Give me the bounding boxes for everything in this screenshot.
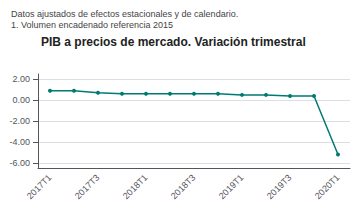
- svg-text:2018T3: 2018T3: [169, 172, 198, 201]
- svg-text:-2.00: -2.00: [9, 116, 30, 126]
- svg-text:0.00: 0.00: [12, 95, 30, 105]
- svg-text:-4.00: -4.00: [9, 137, 30, 147]
- svg-text:1. Volumen encadenado referenc: 1. Volumen encadenado referencia 2015: [11, 20, 173, 30]
- svg-text:2.00: 2.00: [12, 74, 30, 84]
- svg-text:-6.00: -6.00: [9, 158, 30, 168]
- svg-text:2019T3: 2019T3: [265, 172, 294, 201]
- svg-text:2019T1: 2019T1: [217, 172, 246, 201]
- svg-text:2017T3: 2017T3: [73, 172, 102, 201]
- svg-text:PIB a precios de mercado. Vari: PIB a precios de mercado. Variación trim…: [41, 35, 306, 49]
- svg-text:Datos ajustados de efectos est: Datos ajustados de efectos estacionales …: [11, 9, 238, 19]
- svg-text:2020T1: 2020T1: [313, 172, 342, 201]
- svg-text:2018T1: 2018T1: [121, 172, 150, 201]
- svg-text:2017T1: 2017T1: [25, 172, 54, 201]
